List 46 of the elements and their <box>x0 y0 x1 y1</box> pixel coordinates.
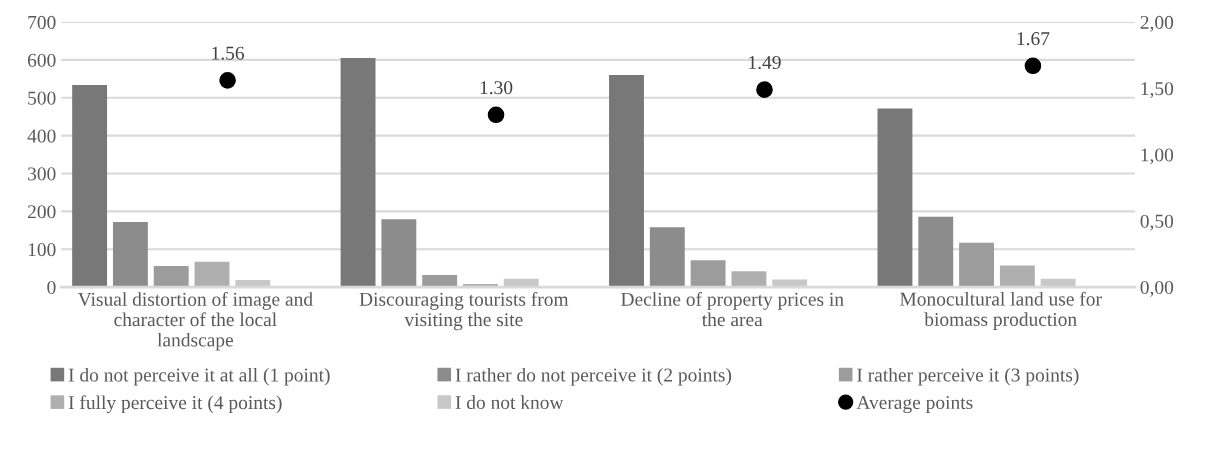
x-tick-label: Decline of property prices in the area <box>621 291 844 327</box>
bar <box>609 75 644 288</box>
y-tick-label: 400 <box>27 129 56 143</box>
y-tick-label: 100 <box>28 243 56 257</box>
bar <box>999 265 1035 288</box>
y2-tick-label: 0,00 <box>1140 280 1174 297</box>
x-tick-label: Monocultural land use for biomass production <box>900 291 1102 330</box>
legend-label: I do not know <box>455 395 564 410</box>
bar <box>422 274 458 288</box>
legend-label: I fully perceive it (4 points) <box>68 395 282 414</box>
data-label: 1.30 <box>480 81 513 95</box>
bar <box>731 271 767 288</box>
bar <box>72 84 108 288</box>
bar <box>918 216 954 288</box>
y-tick-label: 600 <box>27 53 56 67</box>
point <box>219 72 236 89</box>
y2-tick-label: 1,00 <box>1141 148 1174 165</box>
data-label: 1.49 <box>749 55 781 70</box>
x-tick-label: Visual distortion of image and character of the local landscape <box>77 291 313 351</box>
y-tick-label: 300 <box>28 167 56 181</box>
bar <box>690 260 726 288</box>
y2-tick-label: 1,50 <box>1141 82 1174 99</box>
bar <box>340 58 376 288</box>
legend-label: Average points <box>856 395 973 414</box>
bar <box>153 265 189 288</box>
bar <box>877 108 913 288</box>
bar <box>112 221 148 288</box>
point <box>487 106 505 124</box>
data-label: 1.67 <box>1017 32 1050 46</box>
bar <box>194 261 230 288</box>
point <box>1024 57 1042 75</box>
bar <box>381 219 417 288</box>
legend-label: I do not perceive it at all (1 point) <box>68 367 330 386</box>
bar <box>649 227 685 288</box>
y2-tick-label: 2,00 <box>1140 15 1174 32</box>
data-label: 1.56 <box>212 46 245 60</box>
x-tick-label: Discouraging tourists from visiting the site <box>359 291 569 331</box>
y-tick-label: 200 <box>27 205 56 219</box>
legend-label: I rather do not perceive it (2 points) <box>455 367 732 386</box>
point <box>756 81 773 98</box>
y-tick-label: 700 <box>28 15 56 29</box>
y2-tick-label: 0,50 <box>1140 214 1174 231</box>
legend-label: I rather perceive it (3 points) <box>857 367 1079 386</box>
y-tick-label: 0 <box>47 280 56 295</box>
y-tick-label: 500 <box>28 91 56 105</box>
bar <box>959 242 995 288</box>
